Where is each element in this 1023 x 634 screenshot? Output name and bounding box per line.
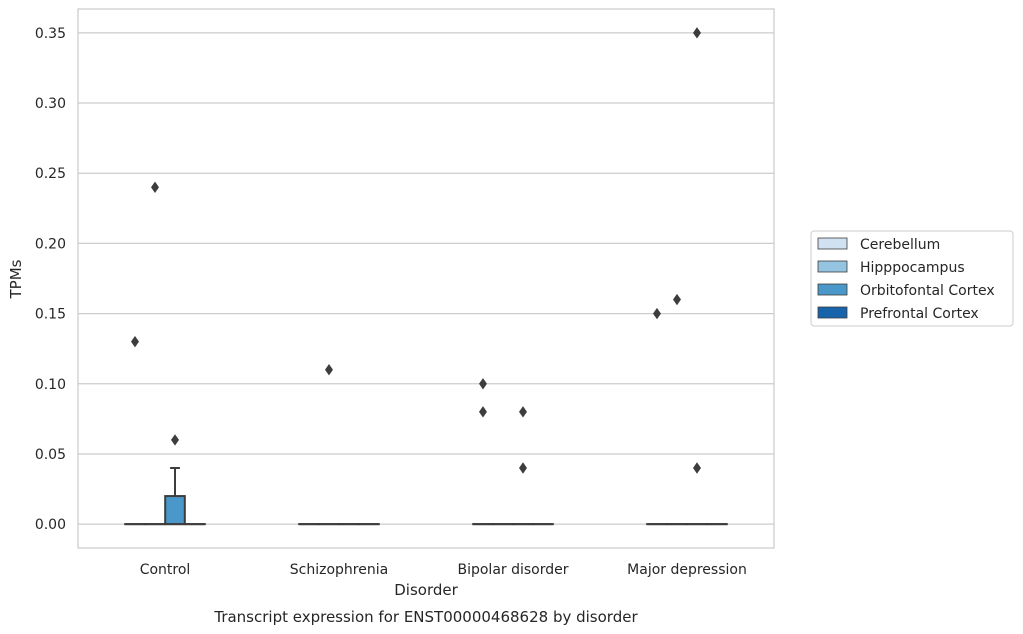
x-tick-label: Bipolar disorder bbox=[457, 562, 568, 578]
y-axis-label: TPMs bbox=[7, 259, 25, 299]
legend-label: Cerebellum bbox=[860, 237, 940, 253]
y-tick-labels: 0.00 0.05 0.10 0.15 0.20 0.25 0.30 0.35 bbox=[35, 26, 66, 533]
outlier-point bbox=[478, 406, 487, 418]
x-tick-labels: Control Schizophrenia Bipolar disorder Majo… bbox=[140, 562, 747, 578]
x-axis-label: Disorder bbox=[394, 581, 458, 599]
legend-swatch bbox=[817, 260, 848, 273]
box-plot-marks bbox=[124, 27, 728, 526]
y-tick-label: 0.00 bbox=[35, 517, 66, 533]
legend-label: Prefrontal Cortex bbox=[860, 306, 979, 322]
x-tick-label: Control bbox=[140, 562, 191, 578]
outlier-point bbox=[693, 27, 701, 39]
box-iqr bbox=[164, 495, 186, 526]
chart-caption: Transcript expression for ENST0000046862… bbox=[213, 608, 638, 626]
legend-swatch bbox=[817, 306, 848, 319]
y-tick-label: 0.05 bbox=[35, 447, 66, 463]
outlier-point bbox=[171, 434, 179, 446]
outlier-point bbox=[478, 378, 487, 390]
box-group bbox=[666, 293, 688, 526]
outlier-point bbox=[325, 364, 333, 376]
outlier-point bbox=[652, 307, 661, 320]
box-group bbox=[144, 181, 166, 526]
legend-frame bbox=[810, 230, 1014, 327]
y-tick-label: 0.20 bbox=[35, 236, 66, 252]
x-tick-label: Major depression bbox=[627, 562, 747, 578]
x-tick-label: Schizophrenia bbox=[290, 562, 388, 578]
outlier-point bbox=[151, 181, 159, 193]
y-tick-label: 0.15 bbox=[35, 307, 66, 323]
legend-swatch bbox=[817, 237, 848, 250]
outlier-point bbox=[519, 406, 527, 418]
plot-frame bbox=[77, 8, 775, 549]
y-tick-label: 0.10 bbox=[35, 377, 66, 393]
legend-swatch bbox=[817, 283, 848, 296]
outlier-point bbox=[673, 293, 681, 306]
y-tick-label: 0.25 bbox=[35, 166, 66, 182]
outlier-point bbox=[693, 462, 701, 474]
y-tick-label: 0.30 bbox=[35, 96, 66, 112]
box-group bbox=[164, 434, 186, 526]
legend: Cerebellum Hipppocampus Orbitofontal Corte… bbox=[810, 230, 1014, 327]
outlier-point bbox=[130, 335, 139, 348]
y-tick-label: 0.35 bbox=[35, 26, 66, 42]
outlier-point bbox=[519, 462, 527, 474]
legend-label: Hipppocampus bbox=[860, 260, 965, 276]
legend-label: Orbitofontal Cortex bbox=[860, 283, 995, 299]
